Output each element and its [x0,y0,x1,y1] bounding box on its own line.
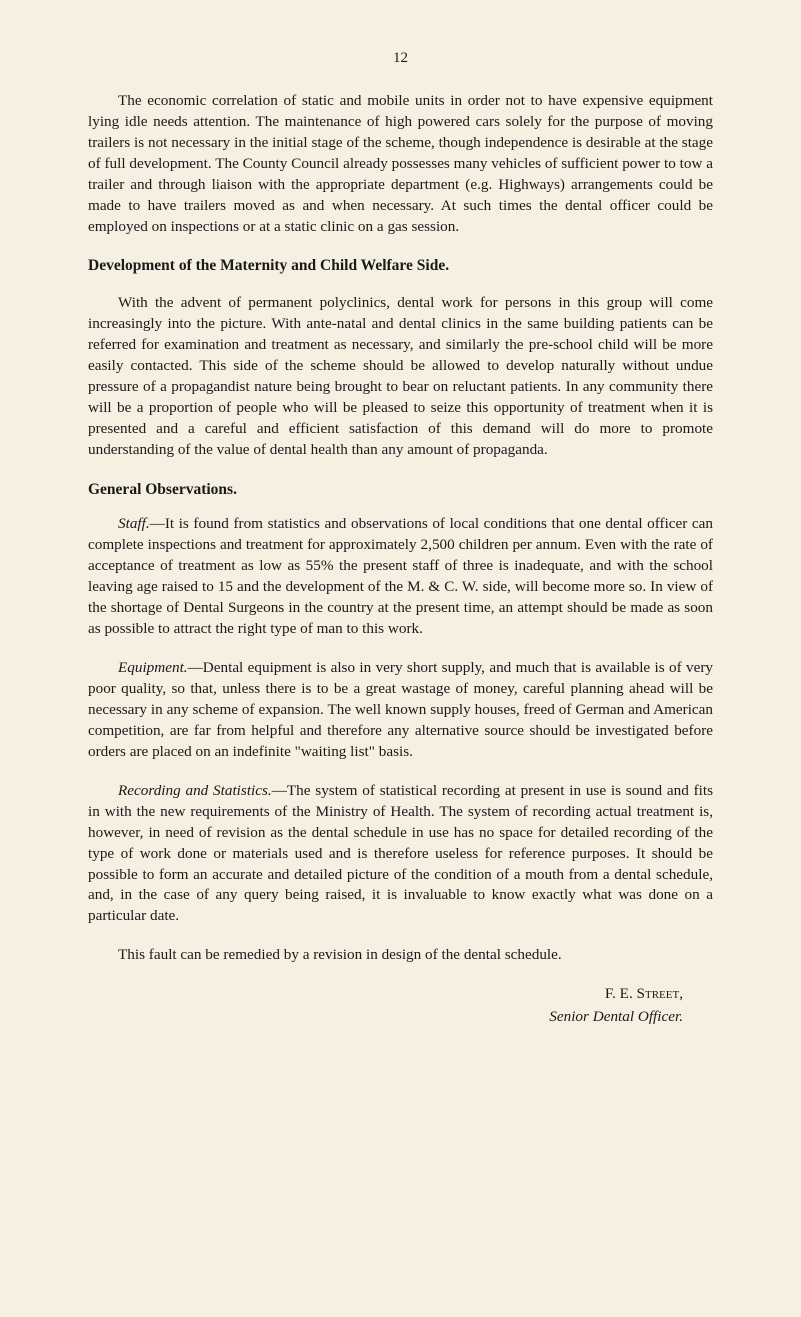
signature-name: F. E. Street, [88,984,683,1005]
document-page: 12 The economic correlation of static an… [0,0,801,1068]
staff-label: Staff. [118,515,150,532]
paragraph-economic-correlation: The economic correlation of static and m… [88,91,713,238]
recording-label: Recording and Statistics. [118,782,272,799]
recording-text: —The system of statistical recording at … [88,782,713,925]
signature-block: F. E. Street, Senior Dental Officer. [88,984,683,1028]
signature-title: Senior Dental Officer. [88,1007,683,1028]
paragraph-equipment: Equipment.—Dental equipment is also in v… [88,658,713,763]
paragraph-fault-remedied: This fault can be remedied by a revision… [88,945,713,966]
paragraph-staff: Staff.—It is found from statistics and o… [88,514,713,640]
staff-text: —It is found from statistics and observa… [88,515,713,637]
paragraph-polyclinics: With the advent of permanent polyclinics… [88,293,713,461]
paragraph-recording-statistics: Recording and Statistics.—The system of … [88,781,713,928]
heading-maternity-child-welfare: Development of the Maternity and Child W… [88,255,713,276]
equipment-label: Equipment. [118,659,188,676]
heading-general-observations: General Observations. [88,479,713,500]
page-number: 12 [88,48,713,69]
